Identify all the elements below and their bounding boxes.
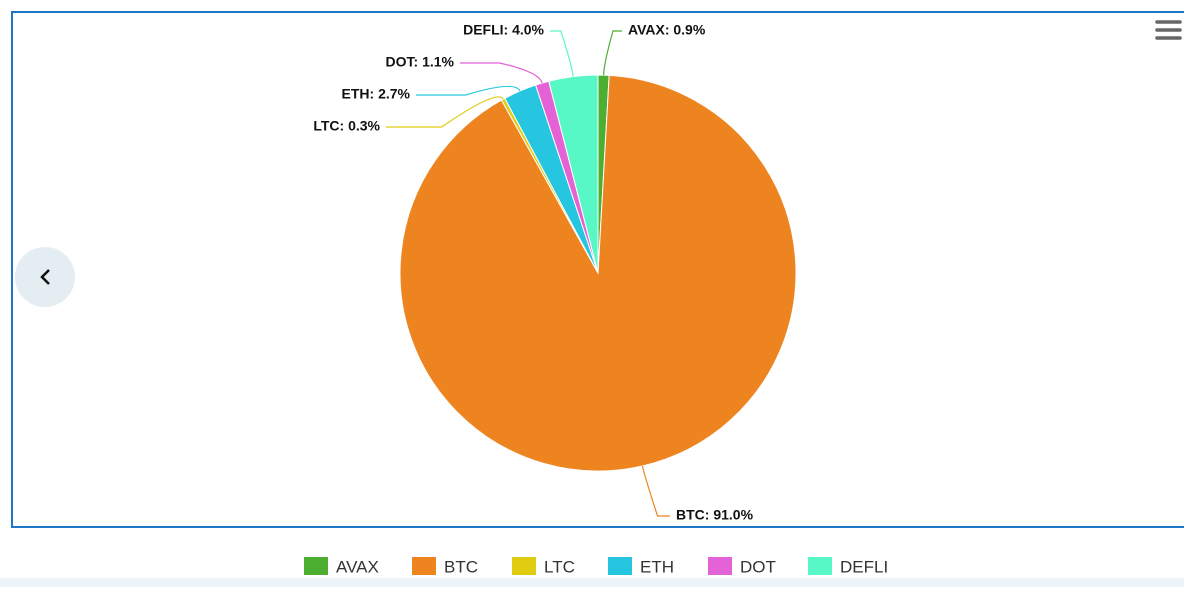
legend-label[interactable]: BTC: [444, 557, 478, 576]
menu-button[interactable]: [1155, 20, 1182, 40]
pie-slice: [548, 74, 599, 274]
data-label: DOT: 1.1%: [386, 54, 455, 70]
back-arrow: [40, 269, 50, 285]
legend-label[interactable]: DOT: [740, 557, 776, 576]
legend-label[interactable]: LTC: [544, 557, 575, 576]
data-label: LTC: 0.3%: [313, 118, 380, 134]
connector-line: [460, 62, 543, 84]
legend-label[interactable]: DEFLI: [840, 557, 888, 576]
data-label: ETH: 2.7%: [342, 86, 411, 102]
connector-line: [550, 30, 574, 77]
data-label: DEFLI: 4.0%: [463, 22, 544, 38]
legend-swatch[interactable]: [708, 557, 732, 575]
legend-label[interactable]: AVAX: [336, 557, 379, 576]
connector-line: [602, 30, 622, 76]
data-label: AVAX: 0.9%: [628, 22, 706, 38]
connector-line: [416, 85, 521, 96]
legend-label[interactable]: ETH: [640, 557, 674, 576]
data-label: BTC: 91.0%: [676, 507, 754, 523]
back-button-bg: [15, 247, 75, 307]
footer-strip: [0, 578, 1184, 587]
legend-swatch[interactable]: [512, 557, 536, 575]
connector-line: [386, 96, 504, 128]
back-button[interactable]: [15, 247, 75, 307]
legend-swatch[interactable]: [304, 557, 328, 575]
legend-swatch[interactable]: [808, 557, 832, 575]
connector-line: [641, 465, 670, 517]
pie-slice: [399, 74, 797, 472]
legend-swatch[interactable]: [608, 557, 632, 575]
legend-swatch[interactable]: [412, 557, 436, 575]
